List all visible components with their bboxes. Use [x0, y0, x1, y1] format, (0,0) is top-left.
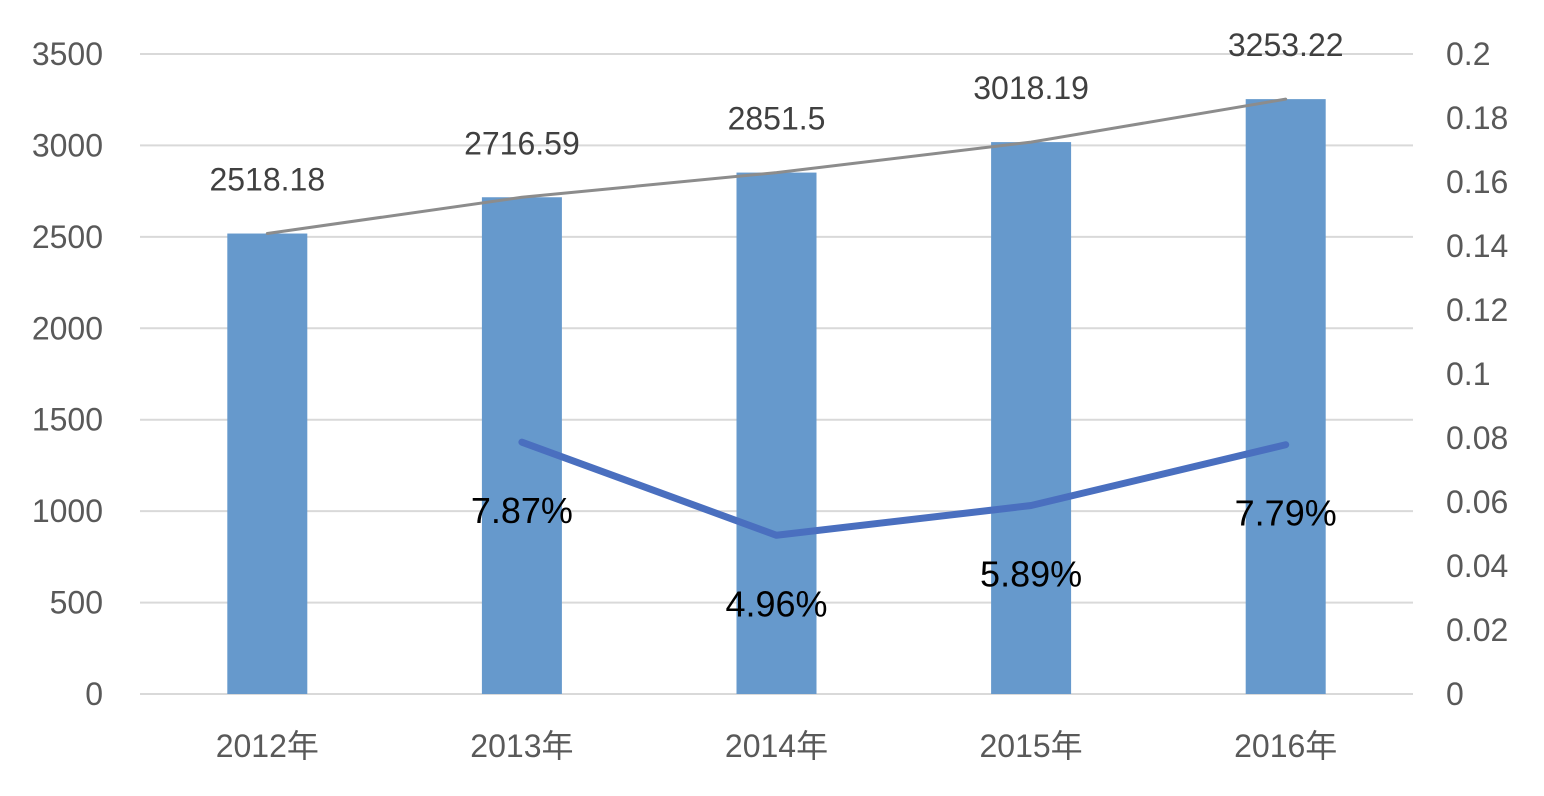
x-tick-label: 2013年 [470, 728, 573, 764]
x-tick-label: 2014年 [725, 728, 828, 764]
rate-value-label: 7.87% [471, 490, 573, 531]
bar-value-label: 2851.5 [728, 101, 826, 137]
left-tick-label: 1000 [32, 493, 103, 529]
bar-value-label: 2518.18 [209, 162, 325, 198]
left-tick-label: 1500 [32, 402, 103, 438]
bar [991, 142, 1072, 694]
left-axis: 0 500 1000 1500 2000 2500 3000 3500 [32, 36, 103, 712]
trend-line [265, 97, 1288, 236]
left-tick-label: 3000 [32, 127, 103, 163]
rate-value-label: 7.79% [1235, 493, 1337, 534]
right-tick-label: 0.16 [1446, 164, 1508, 200]
right-axis: 0 0.02 0.04 0.06 0.08 0.1 0.12 0.14 0.16 0.18 0.2 [1446, 36, 1508, 712]
right-tick-label: 0.02 [1446, 612, 1508, 648]
x-tick-label: 2016年 [1234, 728, 1337, 764]
right-tick-label: 0.04 [1446, 548, 1508, 584]
bar-value-label: 3018.19 [973, 70, 1089, 106]
right-tick-label: 0.08 [1446, 420, 1508, 456]
right-tick-label: 0.06 [1446, 484, 1508, 520]
right-tick-label: 0.14 [1446, 228, 1508, 264]
left-tick-label: 500 [50, 585, 103, 621]
left-tick-label: 2000 [32, 310, 103, 346]
right-tick-label: 0.12 [1446, 292, 1508, 328]
line-series [265, 97, 1290, 539]
bar-value-label: 2716.59 [464, 125, 580, 161]
bar-value-label: 3253.22 [1228, 27, 1344, 63]
right-tick-label: 0.1 [1446, 356, 1490, 392]
data-labels: 2518.18 2716.59 2851.5 3018.19 3253.22 7.87% 4… [209, 27, 1343, 624]
x-axis: 2012年 2013年 2014年 2015年 2016年 [216, 728, 1338, 764]
right-tick-label: 0.18 [1446, 100, 1508, 136]
left-tick-label: 0 [85, 676, 103, 712]
right-tick-label: 0.2 [1446, 36, 1490, 72]
growth-rate-line [518, 438, 1290, 539]
right-tick-label: 0 [1446, 676, 1464, 712]
bar [1245, 99, 1326, 694]
x-tick-label: 2012年 [216, 728, 319, 764]
bar [736, 172, 817, 694]
bar [227, 233, 308, 694]
left-tick-label: 3500 [32, 36, 103, 72]
left-tick-label: 2500 [32, 219, 103, 255]
x-tick-label: 2015年 [979, 728, 1082, 764]
rate-value-label: 5.89% [980, 554, 1082, 595]
rate-value-label: 4.96% [725, 583, 827, 624]
